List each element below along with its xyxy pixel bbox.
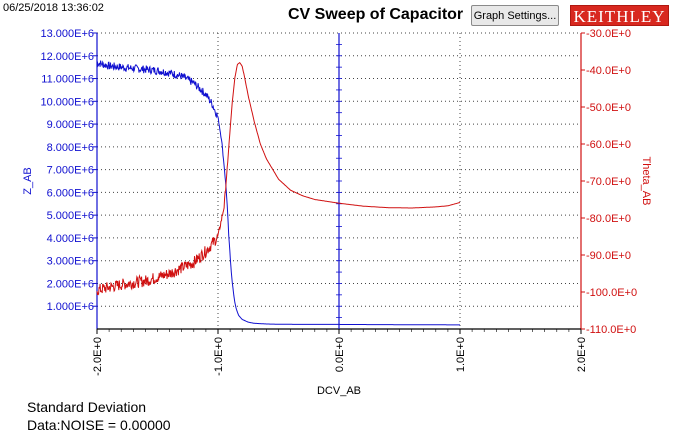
- y-left-tick-label: 11.000E+6: [41, 74, 94, 86]
- y-left-tick-label: 12.000E+6: [40, 51, 94, 63]
- theta-ab-series-line: [96, 62, 461, 296]
- y-left-tick-label: 9.000E+6: [47, 119, 94, 131]
- y-left-tick-label: 13.000E+6: [40, 28, 94, 40]
- y-right-tick-label: -30.0E+0: [586, 28, 631, 40]
- x-tick-label: -1.0E+0: [213, 337, 225, 376]
- y-right-tick-label: -90.0E+0: [586, 250, 631, 262]
- keithley-logo: KEITHLEY: [570, 5, 669, 26]
- cv-sweep-chart[interactable]: -2.0E+0 -1.0E+0 0.0E+0 1.0E+0 2.0E+0 1.000E+6…: [0, 0, 673, 400]
- graph-settings-button[interactable]: Graph Settings...: [471, 5, 559, 26]
- y-right-tick-label: -80.0E+0: [586, 213, 631, 225]
- chart-series: [96, 60, 461, 326]
- y-right-tick-label: -60.0E+0: [586, 139, 631, 151]
- chart-labels: -2.0E+0 -1.0E+0 0.0E+0 1.0E+0 2.0E+0 1.000E+6…: [22, 28, 652, 397]
- y-right-tick-label: -110.0E+0: [586, 324, 636, 336]
- y-right-axis-label: Theta_AB: [640, 157, 652, 206]
- y-left-tick-label: 6.000E+6: [47, 187, 94, 199]
- y-left-axis-label: Z_AB: [22, 167, 34, 195]
- x-tick-label: 0.0E+0: [334, 337, 346, 372]
- y-left-tick-label: 3.000E+6: [47, 256, 94, 268]
- y-left-tick-label: 4.000E+6: [47, 233, 94, 245]
- x-tick-label: -2.0E+0: [92, 337, 104, 376]
- z-ab-series-line: [96, 60, 460, 326]
- x-tick-label: 1.0E+0: [455, 337, 467, 372]
- y-right-tick-label: -50.0E+0: [586, 102, 631, 114]
- x-axis-label: DCV_AB: [317, 385, 361, 397]
- y-left-tick-label: 8.000E+6: [47, 142, 94, 154]
- y-left-tick-label: 5.000E+6: [47, 210, 94, 222]
- y-left-tick-label: 1.000E+6: [47, 301, 94, 313]
- noise-statistic: Data:NOISE = 0.00000: [27, 417, 171, 433]
- timestamp: 06/25/2018 13:36:02: [3, 2, 104, 14]
- chart-axes: [93, 32, 585, 334]
- y-right-tick-label: -70.0E+0: [586, 176, 631, 188]
- y-left-tick-label: 10.000E+6: [40, 96, 94, 108]
- y-left-tick-label: 2.000E+6: [47, 278, 94, 290]
- statistics-panel: Standard Deviation Data:NOISE = 0.00000: [27, 398, 171, 434]
- graph-title: CV Sweep of Capacitor: [288, 6, 464, 23]
- x-tick-label: 2.0E+0: [576, 337, 588, 372]
- y-right-tick-label: -40.0E+0: [586, 65, 631, 77]
- y-right-tick-label: -100.0E+0: [586, 287, 637, 299]
- y-left-tick-label: 7.000E+6: [47, 165, 94, 177]
- statistics-heading: Standard Deviation: [27, 399, 147, 415]
